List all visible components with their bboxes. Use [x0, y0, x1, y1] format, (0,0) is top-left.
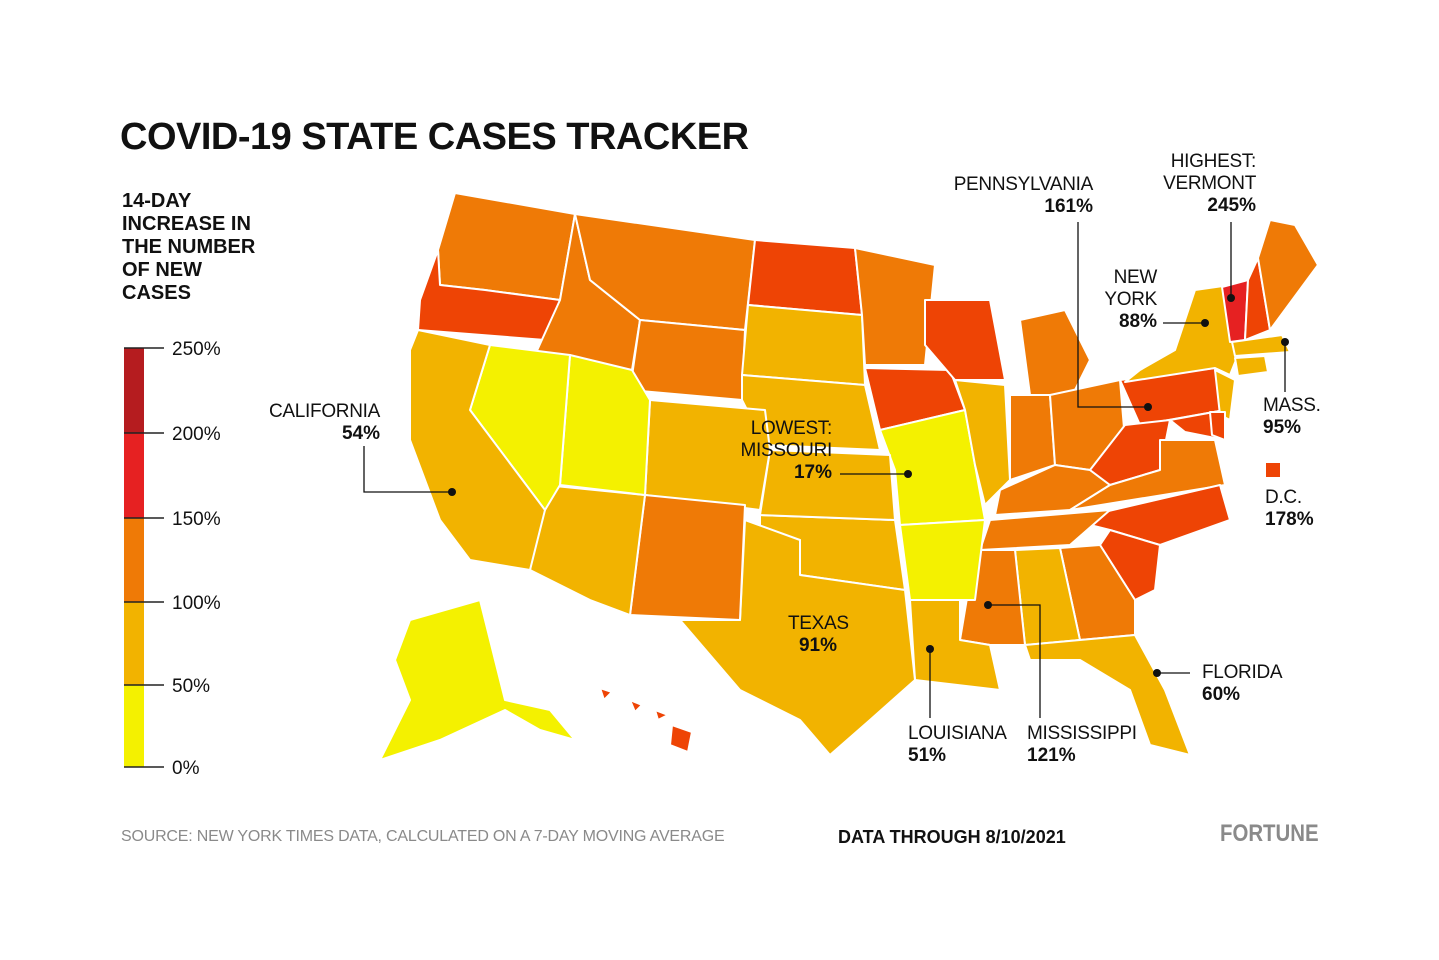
legend-title: 14-DAY INCREASE IN THE NUMBER OF NEW CAS… [122, 190, 282, 305]
callout-name: D.C. [1265, 487, 1302, 508]
leader-line-california [363, 446, 452, 493]
callout-california: CALIFORNIA 54% [250, 401, 380, 445]
callout-value: 17% [793, 462, 832, 483]
legend-tick-label: 50% [172, 676, 210, 697]
callout-name: CALIFORNIA [268, 401, 380, 422]
callout-name: MISSISSIPPI [1027, 723, 1137, 744]
data-through-date: DATA THROUGH 8/10/2021 [838, 827, 1066, 847]
legend-title-line: CASES [122, 282, 191, 304]
callout-name: VERMONT [1163, 173, 1256, 194]
callout-name: NEW [1113, 267, 1158, 288]
state-hawaii [599, 687, 693, 753]
callout-vermont: HIGHEST: VERMONT 245% [1140, 151, 1256, 217]
legend-tick-label: 150% [172, 509, 221, 530]
callout-name: YORK [1104, 289, 1157, 310]
marker-dot-vermont [1227, 294, 1235, 302]
state-minnesota [854, 247, 936, 366]
state-south-carolina [1099, 529, 1161, 601]
legend-band-100-150 [124, 518, 144, 602]
callout-name: LOWEST: [750, 418, 833, 439]
state-maine [1257, 219, 1319, 331]
state-massachusetts [1231, 334, 1291, 357]
callout-value: 60% [1202, 684, 1241, 705]
leader-line-mississippi [988, 604, 1041, 718]
state-tennessee [979, 509, 1111, 551]
legend-tick-label: 200% [172, 424, 221, 445]
legend-tick-label: 250% [172, 340, 221, 360]
callout-name: MISSOURI [740, 440, 832, 461]
state-illinois [954, 379, 1011, 506]
callout-value: 161% [1044, 196, 1093, 217]
legend-band-50-100 [124, 602, 144, 685]
callout-name: PENNSYLVANIA [953, 174, 1094, 195]
state-virginia [1069, 439, 1226, 511]
marker-dot-pennsylvania [1144, 403, 1152, 411]
marker-dot-louisiana [926, 645, 934, 653]
state-michigan [1019, 309, 1091, 401]
marker-dot-mississippi [984, 601, 992, 609]
callout-name: TEXAS [788, 613, 849, 634]
legend-title-line: THE NUMBER [122, 236, 256, 258]
callout-value: 121% [1027, 745, 1076, 766]
callout-value: 88% [1118, 311, 1157, 332]
legend-band-150-200 [124, 433, 144, 518]
state-wyoming [629, 319, 746, 401]
marker-dot-mass [1281, 338, 1289, 346]
callout-mass: MASS. 95% [1263, 395, 1321, 439]
callout-florida: FLORIDA 60% [1202, 662, 1283, 706]
callout-value: 54% [341, 423, 380, 444]
callout-name: LOUISIANA [908, 723, 1007, 744]
callout-name: HIGHEST: [1170, 151, 1257, 172]
callout-value: 178% [1265, 509, 1314, 530]
callout-new-york: NEW YORK 88% [1090, 267, 1157, 333]
callout-name: MASS. [1263, 395, 1321, 416]
callout-value: 95% [1263, 417, 1302, 438]
state-utah [559, 354, 651, 496]
callout-value: 91% [798, 635, 838, 656]
state-new-jersey [1214, 369, 1236, 421]
callout-texas: TEXAS 91% [788, 613, 849, 657]
callout-pennsylvania: PENNSYLVANIA 161% [940, 174, 1094, 218]
state-delaware [1209, 411, 1226, 441]
legend-title-line: INCREASE IN [122, 213, 251, 235]
publisher-logo: FORTUNE [1220, 820, 1319, 847]
callout-mississippi: MISSISSIPPI 121% [1027, 723, 1137, 767]
marker-dot-florida [1153, 669, 1161, 677]
chart-title: COVID-19 STATE CASES TRACKER [120, 116, 749, 158]
state-alaska [379, 599, 576, 761]
state-nebraska [741, 374, 881, 451]
state-north-dakota [747, 239, 863, 316]
state-california [409, 329, 546, 571]
callout-value: 245% [1207, 195, 1256, 216]
dc-swatch [1266, 463, 1280, 477]
state-south-dakota [741, 304, 866, 386]
marker-dot-california [448, 488, 456, 496]
callout-value: 51% [908, 745, 947, 766]
legend-title-line: OF NEW [122, 259, 202, 281]
legend-tick-label: 0% [172, 758, 200, 779]
callout-name: FLORIDA [1202, 662, 1283, 683]
state-texas [679, 519, 916, 756]
marker-dot-missouri [904, 470, 912, 478]
source-note: SOURCE: NEW YORK TIMES DATA, CALCULATED … [121, 828, 725, 845]
leader-line-pennsylvania [1077, 222, 1148, 408]
state-arkansas [899, 519, 986, 601]
state-washington [437, 192, 576, 301]
marker-dot-new-york [1201, 319, 1209, 327]
callout-louisiana: LOUISIANA 51% [908, 723, 1007, 767]
state-connecticut [1234, 355, 1269, 377]
state-new-mexico [629, 494, 746, 621]
legend-tick-label: 100% [172, 593, 221, 614]
state-florida [1024, 634, 1191, 756]
color-scale-legend: 250% 200% 150% 100% 50% 0% [124, 340, 221, 779]
callout-dc: D.C. 178% [1265, 487, 1314, 531]
legend-band-200-250 [124, 348, 144, 433]
legend-band-0-50 [124, 685, 144, 767]
legend-title-line: 14-DAY [122, 190, 192, 212]
state-wisconsin [924, 299, 1006, 381]
callout-missouri: LOWEST: MISSOURI 17% [720, 418, 832, 484]
